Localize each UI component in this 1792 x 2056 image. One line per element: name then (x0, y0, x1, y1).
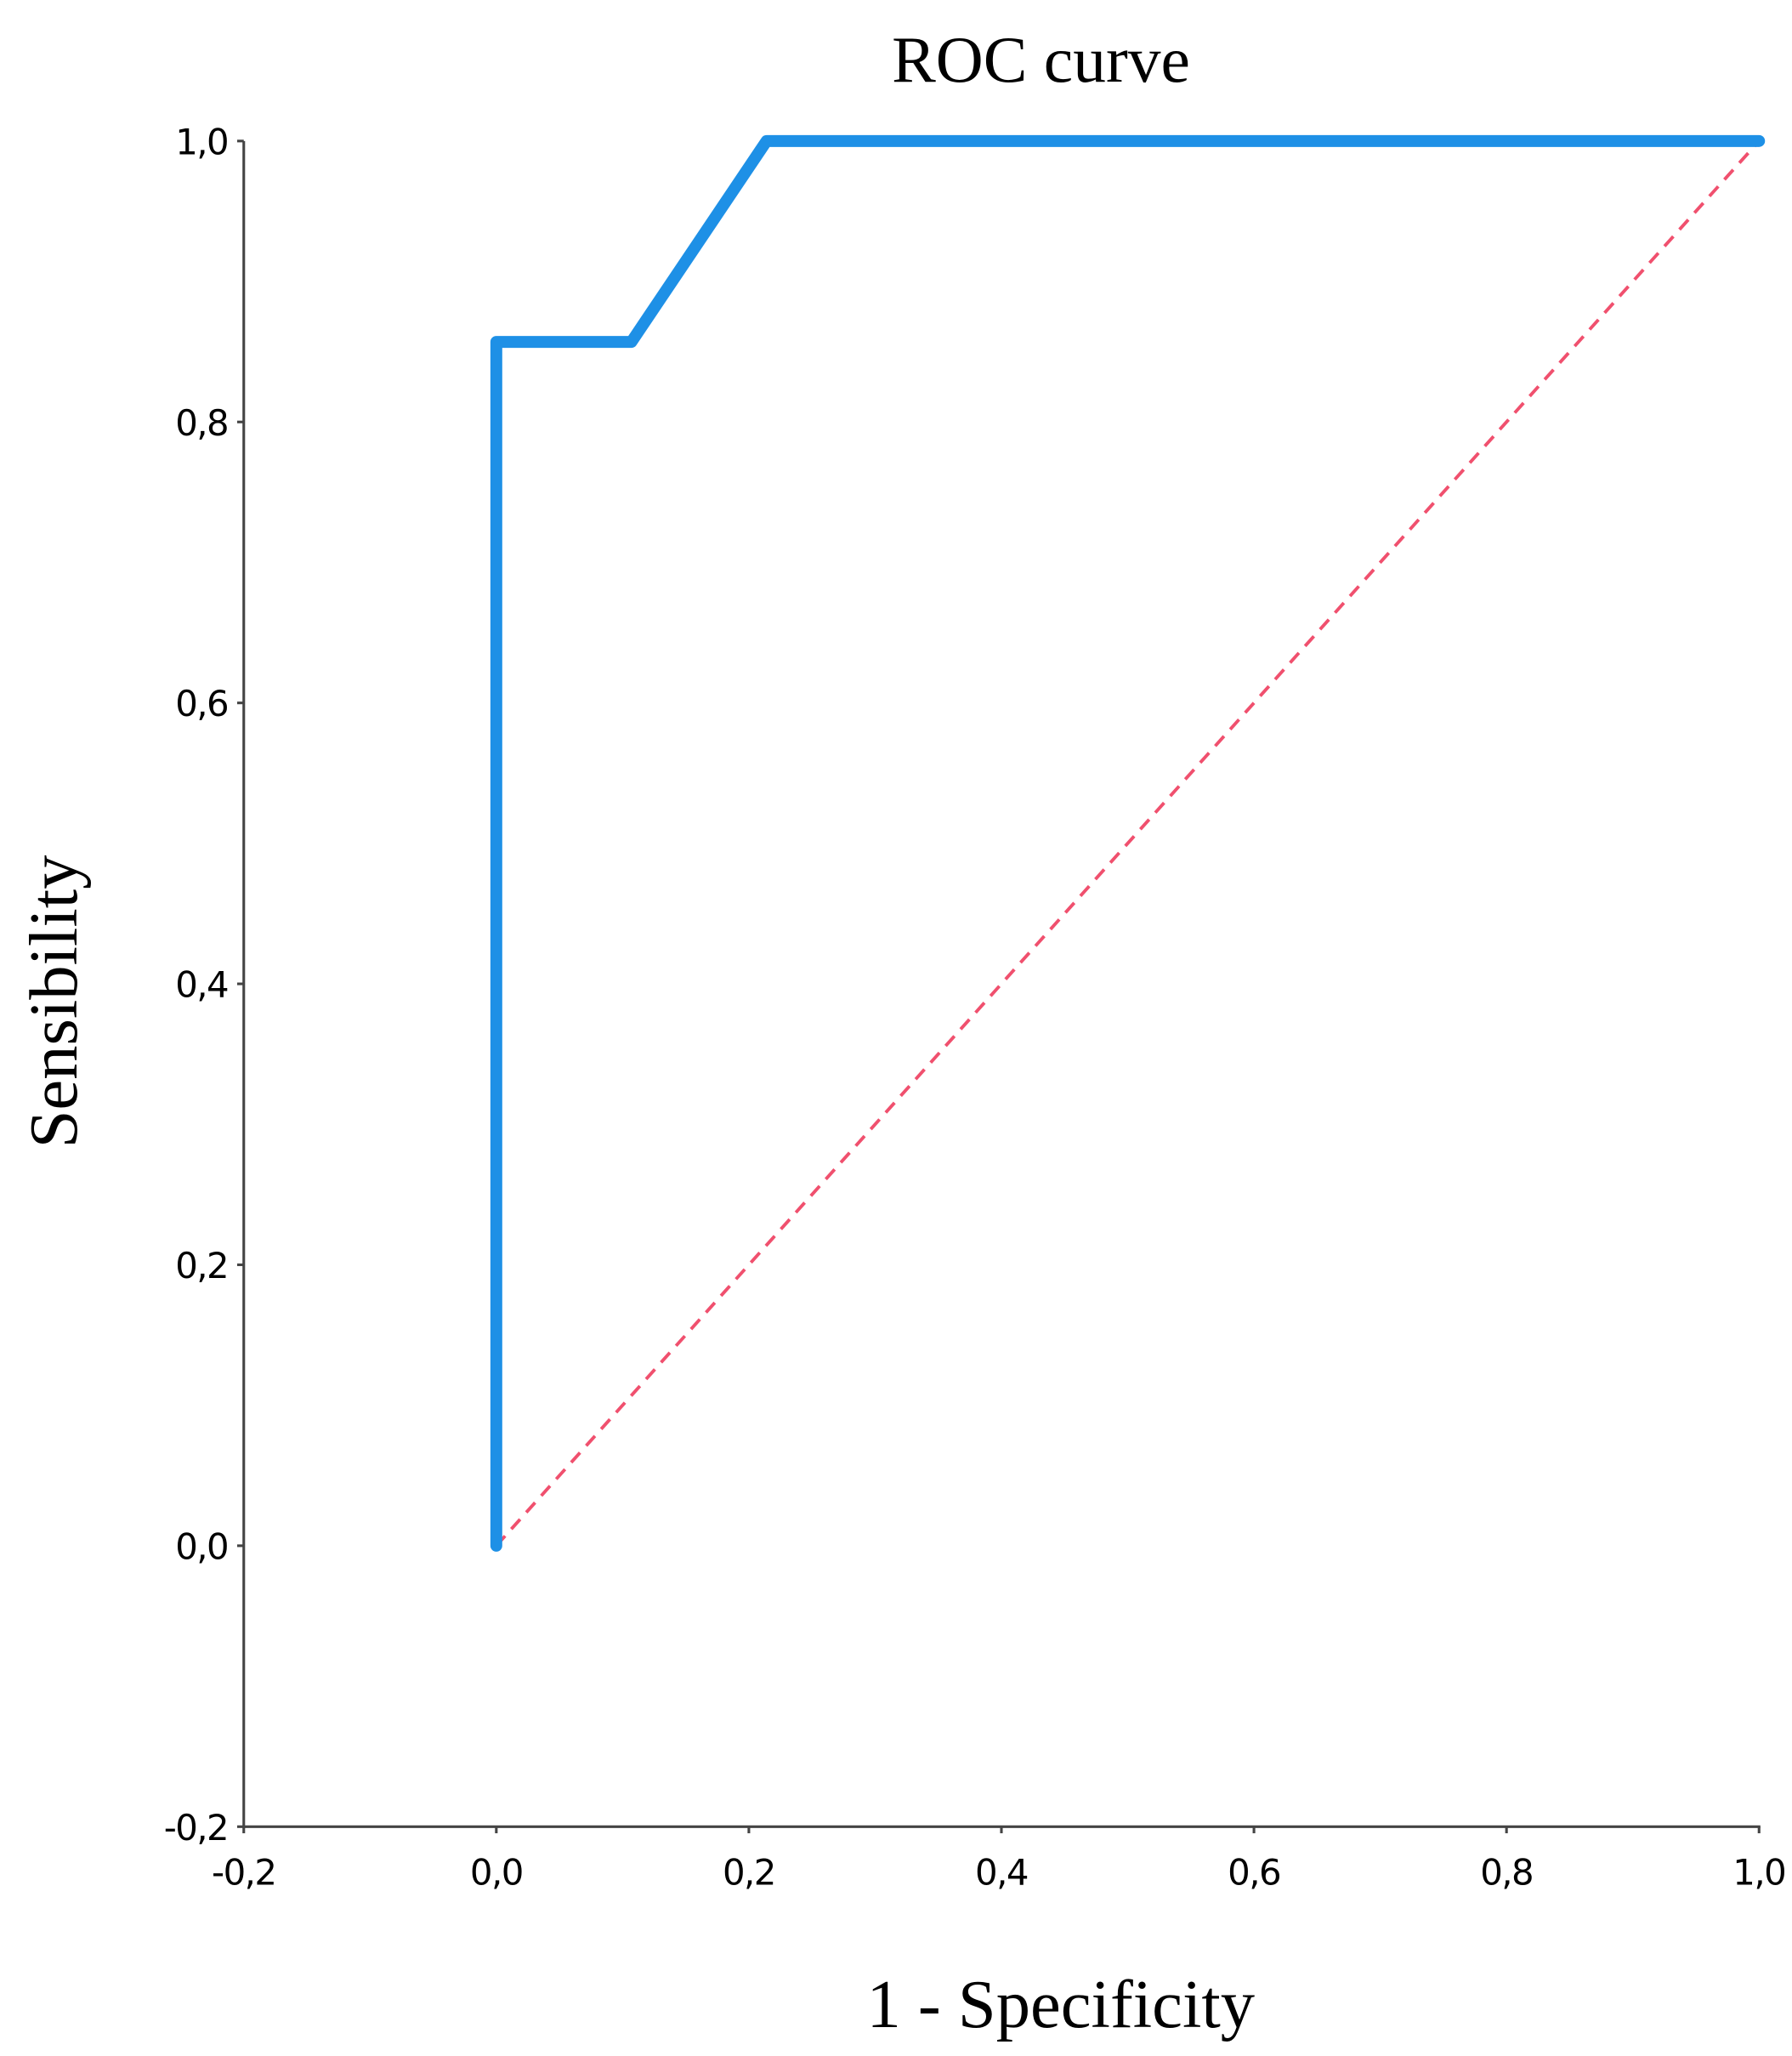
y-tick-label: 0,2 (175, 1245, 228, 1286)
x-axis-label: 1 - Specificity (866, 1967, 1255, 2042)
x-tick-label: 0,4 (975, 1852, 1028, 1894)
y-tick-label: 0,8 (175, 402, 228, 444)
reference-line (495, 139, 1761, 1548)
y-tick-label: 0,4 (175, 964, 228, 1006)
x-tick-label: 0,8 (1480, 1852, 1533, 1894)
x-tick-label: -0,2 (212, 1852, 275, 1894)
y-tick-label: 0,0 (175, 1525, 228, 1567)
y-axis-label: Sensibility (16, 855, 92, 1149)
x-tick-label: 1,0 (1732, 1852, 1785, 1894)
x-tick-label: 0,6 (1228, 1852, 1280, 1894)
y-tick-label: 0,6 (175, 683, 228, 724)
y-tick-label: 1,0 (175, 121, 228, 162)
chart-title: ROC curve (892, 23, 1190, 96)
x-tick-label: 0,2 (723, 1852, 775, 1894)
y-tick-label: -0,2 (164, 1807, 228, 1849)
roc-line (490, 134, 1766, 1552)
x-tick-label: 0,0 (470, 1852, 523, 1894)
